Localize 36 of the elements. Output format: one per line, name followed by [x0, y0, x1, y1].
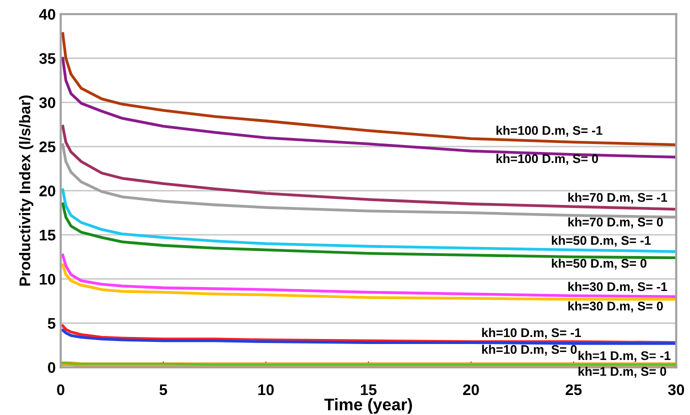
y-tick-label: 15	[40, 230, 56, 241]
y-axis-title: Productivity Index (l/s/bar)	[19, 96, 34, 286]
x-tick-label: 0	[57, 384, 64, 396]
y-tick-label: 5	[48, 318, 56, 329]
y-tick-label: 20	[39, 186, 56, 196]
y-tick-label: 30	[39, 97, 56, 108]
series-label: kh=10 D.m, S= -1	[482, 328, 581, 339]
series-label: kh=70 D.m, S= -1	[568, 192, 668, 204]
series-label: kh=1 D.m, S= 0	[578, 366, 666, 378]
x-tick-label: 15	[360, 384, 377, 396]
y-tick-label: 0	[48, 362, 56, 373]
x-tick-label: 20	[463, 384, 479, 396]
line-series	[61, 32, 676, 146]
y-tick-label: 40	[39, 8, 56, 20]
y-tick-label: 25	[39, 141, 56, 152]
x-axis-title: Time (year)	[324, 398, 412, 414]
series-label: kh=100 D.m, S= -1	[496, 126, 602, 137]
series-label: kh=10 D.m, S= 0	[482, 344, 577, 356]
y-tick-label: 35	[39, 53, 56, 64]
series-label: kh=1 D.m, S= -1	[578, 350, 670, 362]
x-tick-label: 10	[258, 384, 274, 396]
line-series	[61, 328, 676, 345]
line-series	[61, 254, 676, 298]
y-tick-label: 10	[40, 274, 56, 285]
x-tick-label: 30	[668, 384, 684, 396]
series-label: kh=50 D.m, S= -1	[552, 236, 651, 247]
x-tick-label: 5	[160, 384, 168, 396]
series-label: kh=30 D.m, S= 0	[568, 301, 663, 312]
series-label: kh=100 D.m, S= 0	[496, 154, 598, 165]
line-series	[61, 188, 676, 254]
line-series	[61, 124, 676, 211]
series-label: kh=50 D.m, S= 0	[552, 258, 646, 270]
line-series	[61, 202, 676, 260]
x-tick-label: 25	[566, 384, 582, 396]
series-label: kh=70 D.m, S= 0	[568, 217, 663, 228]
series-label: kh=30 D.m, S= -1	[568, 282, 668, 293]
